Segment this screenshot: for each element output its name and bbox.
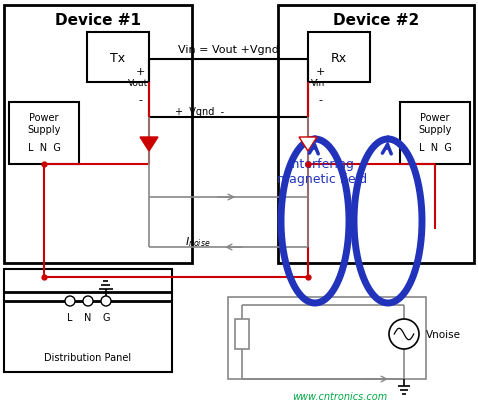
Polygon shape bbox=[140, 138, 158, 151]
Text: www.cntronics.com: www.cntronics.com bbox=[293, 391, 388, 401]
Text: G: G bbox=[102, 312, 110, 322]
Bar bbox=[235, 319, 249, 349]
Text: Vout: Vout bbox=[128, 78, 148, 87]
Bar bbox=[9, 103, 79, 164]
Bar bbox=[228, 297, 426, 379]
Text: -: - bbox=[138, 95, 142, 105]
Bar bbox=[400, 103, 470, 164]
Bar bbox=[308, 33, 370, 83]
Text: N: N bbox=[84, 312, 92, 322]
Text: +: + bbox=[315, 67, 325, 77]
Text: L: L bbox=[67, 312, 73, 322]
Text: Device #1: Device #1 bbox=[55, 13, 141, 28]
Circle shape bbox=[101, 296, 111, 306]
Text: Power: Power bbox=[420, 113, 450, 123]
Text: Supply: Supply bbox=[27, 125, 61, 135]
Polygon shape bbox=[299, 138, 317, 151]
Text: L  N  G: L N G bbox=[28, 143, 60, 153]
Text: Tx: Tx bbox=[110, 51, 126, 64]
Text: Vin: Vin bbox=[311, 78, 325, 87]
Circle shape bbox=[83, 296, 93, 306]
Text: -: - bbox=[318, 95, 322, 105]
Text: $I_{noise}$: $I_{noise}$ bbox=[185, 234, 211, 248]
Bar bbox=[4, 269, 172, 372]
Text: Rx: Rx bbox=[331, 51, 347, 64]
Bar bbox=[4, 6, 192, 263]
Bar bbox=[87, 33, 149, 83]
Text: Power: Power bbox=[29, 113, 59, 123]
Text: +  Vgnd  -: + Vgnd - bbox=[175, 107, 225, 117]
Text: +: + bbox=[135, 67, 145, 77]
Text: Distribution Panel: Distribution Panel bbox=[44, 352, 131, 362]
Circle shape bbox=[389, 319, 419, 349]
Text: L  N  G: L N G bbox=[419, 143, 451, 153]
Text: Supply: Supply bbox=[418, 125, 452, 135]
Bar bbox=[278, 6, 474, 263]
Text: Vin = Vout +Vgnd: Vin = Vout +Vgnd bbox=[177, 45, 279, 55]
Text: interfering
magnetic field: interfering magnetic field bbox=[277, 158, 367, 185]
Text: Device #2: Device #2 bbox=[333, 13, 419, 28]
Text: Vnoise: Vnoise bbox=[425, 329, 460, 339]
Circle shape bbox=[65, 296, 75, 306]
